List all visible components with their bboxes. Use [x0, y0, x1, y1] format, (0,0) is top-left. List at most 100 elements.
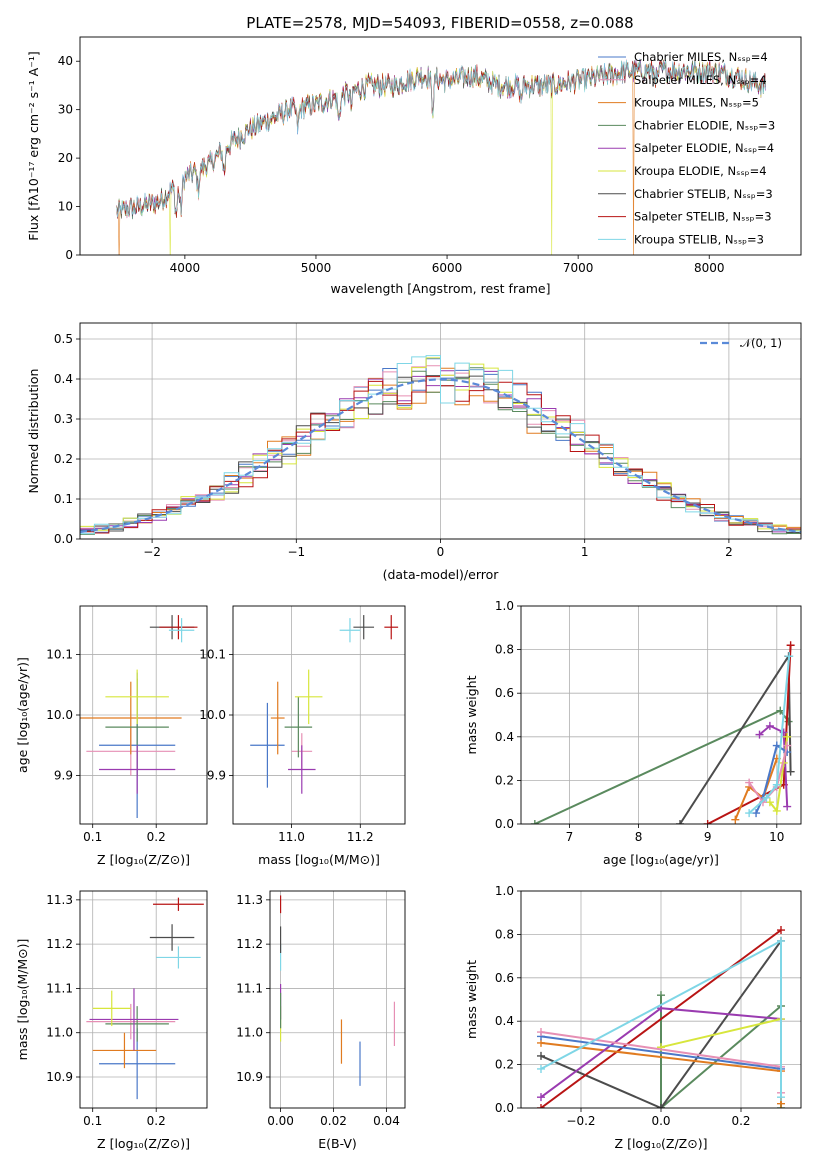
y-tick-label: 0.8	[495, 927, 514, 941]
y-axis-label: mass weight	[464, 960, 479, 1039]
y-tick-label: 1.0	[495, 884, 514, 898]
x-tick-label: 0.0	[651, 1114, 670, 1128]
plot-background	[521, 606, 801, 824]
y-tick-label: 0.0	[495, 817, 514, 831]
y-tick-label: 0.3	[54, 412, 73, 426]
weight-marker-kroupa_stelib	[745, 809, 754, 818]
weight-marker-salpeter_miles	[745, 778, 754, 787]
weight-marker-chabrier_stelib	[537, 1051, 545, 1060]
y-tick-label: 0.6	[495, 686, 514, 700]
legend-label: Chabrier STELIB, Nₛₛₚ=3	[634, 187, 773, 201]
y-tick-label: 0.4	[495, 1014, 514, 1028]
x-tick-label: 4000	[170, 261, 201, 275]
x-axis-label: E(B-V)	[318, 1136, 357, 1151]
weight-marker-salpeter_stelib	[537, 1104, 545, 1108]
weight-line-kroupa_elodie	[660, 1018, 782, 1049]
x-tick-label: −0.2	[566, 1114, 595, 1128]
y-tick-label: 11.3	[236, 893, 263, 907]
data-layer	[80, 355, 801, 538]
x-axis-label: age [log₁₀(age/yr)]	[603, 852, 719, 867]
y-tick-label: 10	[58, 200, 73, 214]
weight-marker-kroupa_stelib	[785, 652, 794, 661]
weight-line-kroupa_stelib	[748, 656, 791, 814]
y-tick-label: 0.1	[54, 492, 73, 506]
x-axis-label: Z [log₁₀(Z/Z⊙)]	[97, 1136, 190, 1151]
weight-marker-chabrier_elodie	[776, 706, 785, 715]
plot-weight_vs_age: 7 8 9 10 0.0 0.2 0.4 0.6 0.8 1.0 age [log₁₀(age/yr…	[464, 599, 802, 867]
x-tick-label: 10	[769, 830, 784, 844]
weight-line-salpeter_stelib	[540, 929, 782, 1108]
legend-label: Kroupa MILES, Nₛₛₚ=5	[634, 96, 759, 110]
plot-background	[270, 891, 405, 1108]
x-tick-label: 0.02	[320, 1114, 347, 1128]
weight-marker-chabrier_elodie	[530, 820, 539, 824]
weight-marker-salpeter_stelib	[703, 820, 712, 824]
weight-marker-chabrier_stelib	[657, 1104, 665, 1108]
y-tick-label: 10.1	[46, 647, 73, 661]
data-layer	[116, 58, 766, 255]
weight-marker-kroupa_stelib	[777, 1093, 785, 1102]
x-tick-label: 7000	[563, 261, 594, 275]
x-tick-label: 5000	[301, 261, 332, 275]
x-axis-label: Z [log₁₀(Z/Z⊙)]	[615, 1136, 708, 1151]
y-tick-label: 0.5	[54, 332, 73, 346]
y-tick-label: 0.2	[54, 452, 73, 466]
plot-residuals: −2 −1 0 1 2 0.0 0.1 0.2 0.3 0.4 0.5 (data-model)/er…	[26, 322, 802, 582]
legend-label: Chabrier MILES, Nₛₛₚ=4	[634, 50, 768, 64]
plot-age_vs_mass: 11.0 11.2 9.9 10.0 10.1 mass [log₁₀(M/M⊙)]	[199, 605, 406, 867]
y-tick-label: 10.9	[236, 1070, 263, 1084]
y-tick-label: 20	[58, 151, 73, 165]
weight-marker-kroupa_elodie	[765, 798, 774, 807]
y-tick-label: 11.3	[46, 893, 73, 907]
x-tick-label: 11.2	[347, 830, 374, 844]
data-layer	[86, 897, 204, 1100]
chart-title: PLATE=2578, MJD=54093, FIBERID=0558, z=0…	[246, 14, 633, 32]
weight-marker-kroupa_stelib	[537, 1064, 545, 1073]
weight-marker-chabrier_stelib	[676, 820, 685, 824]
weight-marker-salpeter_elodie	[537, 1093, 545, 1102]
x-tick-label: 6000	[432, 261, 463, 275]
plot-background	[80, 891, 207, 1108]
y-axis-label: age [log₁₀(age/yr)]	[15, 657, 30, 773]
x-tick-label: −2	[143, 545, 161, 559]
y-tick-label: 10.9	[46, 1070, 73, 1084]
weight-marker-salpeter_miles	[537, 1028, 545, 1037]
y-tick-label: 0.2	[495, 1058, 514, 1072]
data-layer	[250, 615, 399, 794]
x-tick-label: 7	[566, 830, 574, 844]
y-tick-label: 0	[65, 248, 73, 262]
x-tick-label: 0.04	[373, 1114, 400, 1128]
plot-age_vs_Z: 0.1 0.2 9.9 10.0 10.1 Z [log₁₀(Z/Z⊙)] age [log…	[15, 605, 208, 867]
legend-label: Salpeter ELODIE, Nₛₛₚ=4	[634, 141, 774, 155]
legend-label: Salpeter STELIB, Nₛₛₚ=3	[634, 210, 772, 224]
weight-marker-kroupa_elodie	[783, 732, 792, 741]
y-tick-label: 0.0	[495, 1101, 514, 1115]
x-tick-label: 0.2	[147, 1114, 166, 1128]
data-layer	[537, 926, 785, 1108]
grid	[233, 606, 405, 824]
y-tick-label: 11.0	[236, 1026, 263, 1040]
legend-label: Kroupa STELIB, Nₛₛₚ=3	[634, 232, 764, 246]
legend-label: Kroupa ELODIE, Nₛₛₚ=4	[634, 164, 767, 178]
spectrum-line-salpeter_stelib	[116, 59, 766, 219]
legend-label: Salpeter MILES, Nₛₛₚ=4	[634, 73, 767, 87]
weight-marker-chabrier_miles	[772, 741, 781, 750]
y-axis-label: Normed distribution	[26, 369, 41, 494]
plot-frame	[269, 890, 406, 1109]
legend: Chabrier MILES, Nₛₛₚ=4 Salpeter MILES, Nₛ…	[598, 50, 775, 246]
y-tick-label: 30	[58, 103, 73, 117]
plot-frame	[79, 36, 802, 256]
data-layer	[80, 615, 198, 818]
x-tick-label: 8000	[694, 261, 725, 275]
x-tick-label: 11.0	[278, 830, 305, 844]
plot-frame	[79, 890, 208, 1109]
x-tick-label: 0.00	[267, 1114, 294, 1128]
plot-frame	[79, 322, 802, 540]
y-tick-label: 11.2	[236, 937, 263, 951]
x-tick-label: 1	[581, 545, 589, 559]
weight-marker-kroupa_miles	[731, 815, 740, 824]
weight-marker-salpeter_elodie	[783, 802, 792, 811]
plot-mass_vs_ebv: 0.00 0.02 0.04 10.9 11.0 11.1 11.2 11.3 E(B-V)	[236, 890, 406, 1151]
plot-frame	[520, 890, 802, 1109]
